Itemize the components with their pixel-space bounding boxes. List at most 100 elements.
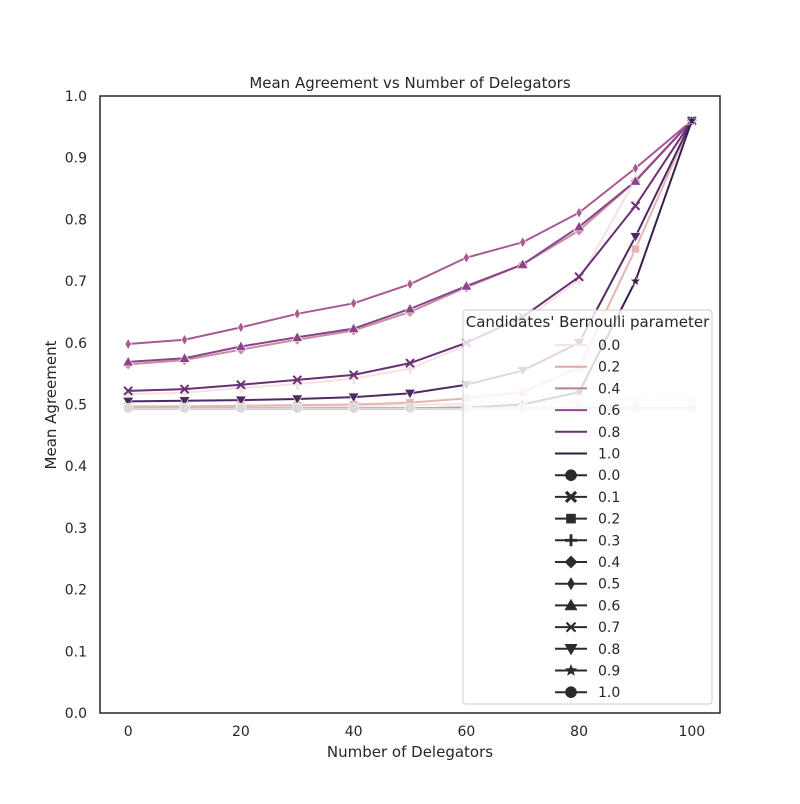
legend-marker-circle — [565, 469, 577, 482]
legend-label: 0.0 — [598, 338, 620, 354]
legend-label: 0.2 — [598, 512, 620, 528]
data-point — [347, 322, 360, 333]
data-point — [181, 333, 189, 346]
y-tick-label: 0.2 — [65, 583, 87, 599]
legend-label: 0.8 — [598, 642, 620, 658]
legend-item: 0.6 — [555, 598, 620, 614]
data-point — [291, 331, 304, 342]
data-point — [350, 297, 358, 310]
legend: Candidates' Bernoulli parameter 0.0 0.2 0.4… — [462, 309, 713, 705]
data-point — [404, 302, 416, 314]
data-point — [292, 402, 303, 414]
x-axis-label: Number of Delegators — [327, 743, 493, 761]
legend-label: 0.4 — [598, 555, 620, 571]
legend-label: 0.6 — [598, 598, 620, 614]
legend-marker-diamond — [564, 555, 578, 569]
chart-title: Mean Agreement vs Number of Delegators — [249, 74, 571, 92]
legend-label: 0.2 — [598, 360, 620, 376]
legend-label: 0.7 — [598, 620, 620, 636]
y-tick-label: 0.1 — [65, 644, 87, 660]
data-point — [573, 220, 586, 232]
y-tick-label: 0.4 — [65, 459, 87, 475]
data-point — [237, 321, 245, 334]
data-point — [630, 201, 641, 211]
data-point — [404, 389, 416, 400]
plot-frame — [99, 95, 721, 714]
data-point — [292, 375, 303, 385]
data-point — [122, 402, 134, 414]
legend-box — [462, 309, 713, 705]
legend-label: 0.3 — [598, 533, 620, 549]
legend-marker-x-thin — [565, 621, 577, 633]
x-tick-label: 40 — [345, 724, 363, 740]
data-point — [123, 386, 133, 396]
legend-label: 0.4 — [598, 381, 620, 397]
data-point — [234, 395, 247, 407]
y-tick-label: 0.9 — [65, 151, 87, 167]
x-axis: 0 20 40 60 80 100 — [124, 724, 705, 740]
data-point — [519, 236, 527, 249]
data-point — [347, 392, 360, 404]
y-tick-label: 0.8 — [65, 212, 87, 228]
data-point — [574, 272, 584, 282]
data-point — [462, 251, 470, 264]
legend-item: 0.4 — [555, 555, 620, 571]
data-point — [293, 307, 301, 320]
data-point — [124, 338, 132, 351]
y-tick-label: 0.3 — [65, 521, 87, 537]
x-tick-label: 0 — [124, 724, 133, 740]
legend-label: 0.0 — [598, 468, 620, 484]
legend-marker-x — [564, 490, 578, 504]
x-tick-label: 60 — [457, 724, 475, 740]
y-tick-label: 0.6 — [65, 336, 87, 352]
series-0.5 — [124, 114, 696, 351]
legend-marker-square — [566, 513, 576, 524]
data-point — [460, 280, 473, 291]
legend-item: 0.4 — [555, 381, 620, 397]
y-tick-label: 0.7 — [65, 274, 87, 290]
data-point — [348, 402, 359, 414]
x-tick-label: 20 — [232, 724, 250, 740]
legend-item: 0.5 — [555, 577, 620, 593]
data-point — [631, 162, 639, 175]
data-point — [406, 278, 414, 291]
y-tick-label: 0.0 — [65, 706, 87, 722]
legend-item: 0.0 — [555, 468, 620, 484]
legend-label: 0.6 — [598, 403, 620, 419]
legend-title: Candidates' Bernoulli parameter — [466, 313, 710, 331]
legend-item: 0.9 — [555, 664, 620, 680]
data-point — [178, 396, 191, 407]
legend-item: 0.3 — [555, 533, 620, 549]
legend-marker-plus — [565, 534, 577, 547]
data-point — [629, 175, 642, 186]
legend-label: 0.1 — [598, 490, 620, 506]
legend-label: 1.0 — [598, 685, 620, 701]
legend-label: 1.0 — [598, 447, 620, 463]
data-point — [122, 355, 135, 367]
data-point — [234, 340, 247, 351]
legend-label: 0.8 — [598, 425, 620, 441]
y-axis-label: Mean Agreement — [42, 340, 60, 469]
legend-marker-circle — [565, 686, 577, 699]
data-point — [575, 206, 583, 219]
legend-item: 0.8 — [555, 425, 620, 441]
data-point — [405, 358, 415, 368]
legend-label: 0.5 — [598, 577, 620, 593]
x-tick-label: 100 — [678, 724, 705, 740]
y-tick-label: 0.5 — [65, 398, 87, 414]
legend-item: 0.6 — [555, 403, 620, 419]
data-point — [631, 244, 640, 254]
legend-marker-thin-diamond — [567, 577, 575, 591]
legend-item: 0.2 — [555, 360, 620, 376]
legend-item: 0.1 — [555, 490, 620, 506]
legend-marker-star — [564, 663, 578, 676]
data-point — [629, 232, 642, 243]
y-tick-label: 1.0 — [65, 89, 87, 105]
series-0.6 — [122, 114, 698, 367]
legend-label: 0.9 — [598, 664, 620, 680]
data-point — [178, 352, 191, 363]
legend-item: 1.0 — [555, 685, 620, 701]
y-axis: 0.0 0.1 0.2 0.3 0.4 0.5 0.6 0.7 0.8 0.9 1.0 — [65, 89, 87, 722]
data-point — [291, 394, 304, 405]
